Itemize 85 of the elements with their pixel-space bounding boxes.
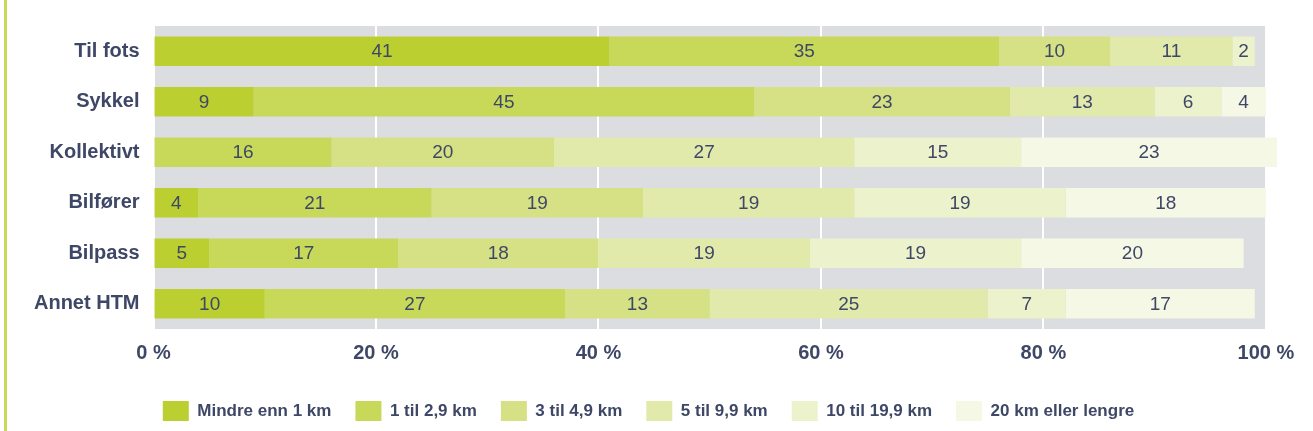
y-tick-label: Bilpass	[68, 240, 140, 263]
data-label: 25	[838, 292, 860, 314]
bar	[987, 289, 1066, 319]
legend-label: 10 til 19,9 km	[826, 400, 933, 420]
data-label: 23	[871, 90, 893, 112]
data-label: 11	[1161, 40, 1182, 62]
bar	[1110, 36, 1233, 66]
bar	[264, 289, 566, 319]
bar	[709, 289, 988, 319]
data-label: 19	[904, 242, 927, 264]
y-tick-label: Til fots	[74, 38, 140, 61]
data-label: 20	[432, 141, 454, 163]
data-label: 45	[493, 90, 515, 112]
bar	[154, 188, 199, 218]
x-tick-label: 0 %	[136, 340, 171, 363]
x-tick-label: 60 %	[798, 340, 844, 363]
data-label: 19	[738, 191, 760, 213]
bar	[154, 137, 332, 167]
data-label: 13	[626, 292, 648, 314]
bar	[1065, 188, 1266, 218]
bar	[398, 238, 599, 268]
bar	[209, 238, 399, 268]
x-tick-label: 100 %	[1237, 340, 1295, 363]
data-label: 19	[693, 242, 715, 264]
bar	[154, 238, 210, 268]
bar	[1021, 137, 1277, 167]
legend-label: 5 til 9,9 km	[680, 400, 768, 420]
y-tick-label: Sykkel	[76, 89, 140, 112]
data-label: 20	[1121, 242, 1143, 264]
bar	[598, 238, 810, 268]
data-label: 6	[1182, 90, 1194, 112]
y-tick-label: Annet HTM	[33, 291, 140, 314]
data-label: 23	[1138, 141, 1160, 163]
data-label: 41	[371, 40, 393, 62]
data-label: 16	[232, 141, 254, 163]
bar	[1065, 289, 1255, 319]
x-tick-label: 20 %	[353, 340, 400, 363]
data-label: 17	[1149, 292, 1171, 314]
data-label: 27	[404, 292, 426, 314]
bar	[565, 289, 710, 319]
data-label: 19	[949, 191, 971, 213]
data-label: 9	[198, 90, 210, 112]
data-label: 15	[927, 141, 949, 163]
legend-label: 3 til 4,9 km	[535, 400, 623, 420]
data-label: 21	[304, 191, 326, 213]
bar	[642, 188, 855, 218]
y-tick-label: Bilfører	[68, 190, 140, 213]
bar	[1154, 87, 1222, 117]
bar	[854, 137, 1022, 167]
data-label: 10	[1043, 40, 1066, 62]
x-tick-label: 40 %	[575, 340, 622, 363]
data-label: 7	[1021, 292, 1033, 314]
data-label: 10	[199, 292, 221, 314]
bar	[609, 36, 999, 66]
data-label: 13	[1071, 90, 1093, 112]
bar	[431, 188, 643, 218]
bar	[154, 289, 265, 319]
bar	[1010, 87, 1155, 117]
data-label: 5	[176, 242, 188, 264]
data-label: 18	[487, 242, 509, 264]
x-tick-label: 80 %	[1020, 340, 1067, 363]
legend-label: 20 km eller lengre	[990, 400, 1135, 420]
data-label: 18	[1155, 191, 1177, 213]
bar	[154, 36, 610, 66]
bar	[331, 137, 554, 167]
bar	[154, 87, 254, 117]
bar	[854, 188, 1066, 218]
legend-label: 1 til 2,9 km	[389, 400, 477, 420]
legend-label: Mindre enn 1 km	[197, 400, 332, 420]
bar	[809, 238, 1022, 268]
data-label: 35	[793, 40, 815, 62]
bar	[754, 87, 1011, 117]
data-label: 19	[526, 191, 548, 213]
bar	[1021, 238, 1244, 268]
bar	[553, 137, 855, 167]
y-tick-label: Kollektivt	[49, 139, 140, 162]
data-label: 27	[693, 141, 715, 163]
bar	[998, 36, 1111, 66]
bar	[253, 87, 755, 117]
data-label: 4	[1238, 90, 1250, 112]
bar	[1221, 87, 1266, 117]
bar	[198, 188, 432, 218]
data-label: 2	[1238, 40, 1249, 62]
data-label: 17	[293, 242, 315, 264]
data-label: 4	[170, 191, 182, 213]
